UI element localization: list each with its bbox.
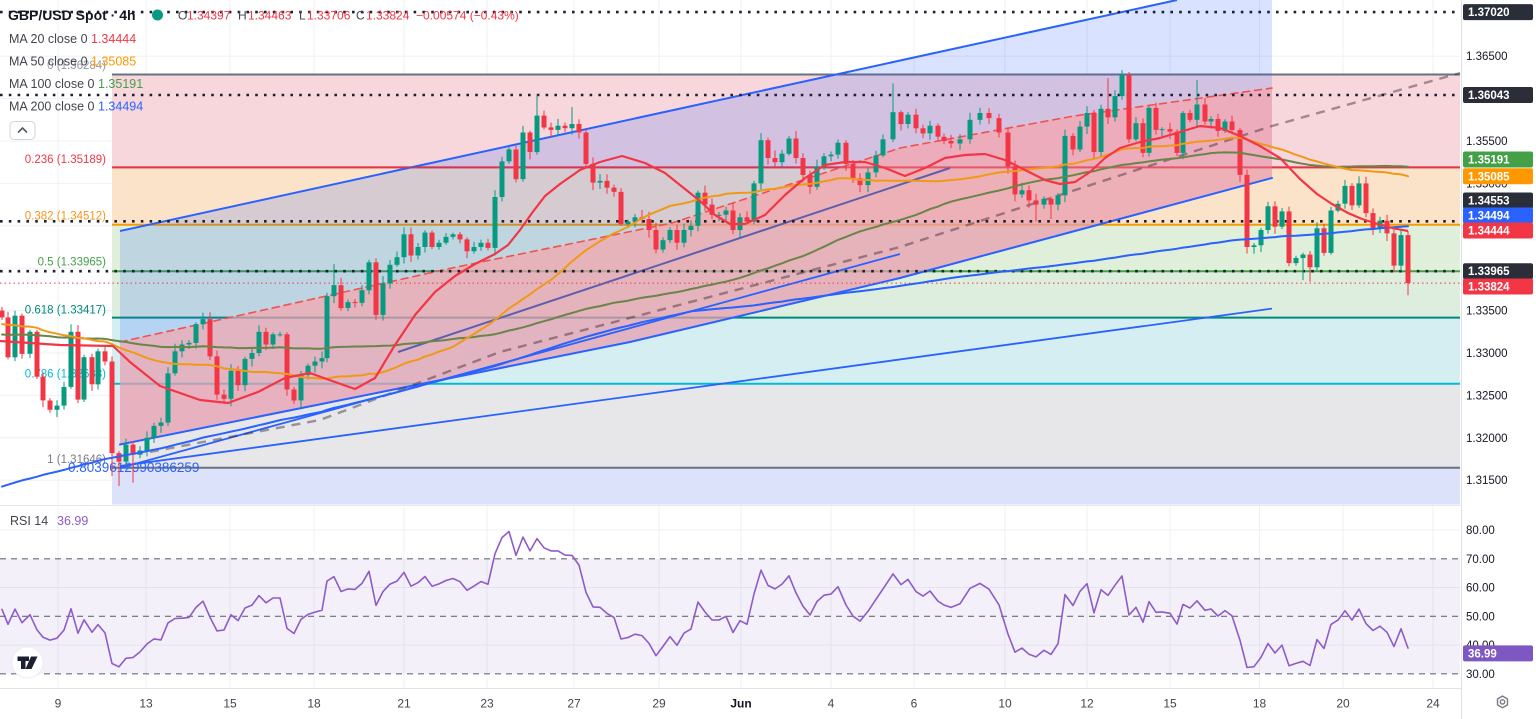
svg-text:MA 20 close 0: MA 20 close 0 (9, 32, 88, 46)
svg-text:15: 15 (223, 697, 237, 711)
svg-text:1.35085: 1.35085 (1468, 171, 1510, 183)
svg-text:29: 29 (652, 697, 666, 711)
svg-text:0.382 (1.34512): 0.382 (1.34512) (25, 210, 106, 222)
svg-text:1.32500: 1.32500 (1466, 390, 1508, 402)
svg-text:24: 24 (1426, 697, 1440, 711)
svg-text:O: O (178, 9, 187, 23)
svg-text:1.34397: 1.34397 (187, 9, 231, 23)
svg-text:50.00: 50.00 (1466, 611, 1495, 623)
svg-text:H: H (238, 9, 247, 23)
svg-text:1.33706: 1.33706 (307, 9, 351, 23)
svg-text:1.37020: 1.37020 (1468, 7, 1510, 19)
svg-text:15: 15 (1163, 697, 1177, 711)
svg-text:1.32000: 1.32000 (1466, 433, 1508, 445)
svg-text:L: L (299, 9, 306, 23)
svg-text:1.33824: 1.33824 (366, 9, 410, 23)
svg-text:12: 12 (1080, 697, 1094, 711)
svg-text:0.618 (1.33417): 0.618 (1.33417) (25, 305, 106, 317)
svg-text:0.5 (1.33965): 0.5 (1.33965) (38, 257, 107, 269)
svg-text:1.35191: 1.35191 (1468, 155, 1510, 167)
svg-text:27: 27 (567, 697, 581, 711)
svg-text:1.35500: 1.35500 (1466, 136, 1508, 148)
svg-text:−0.00574 (−0.43%): −0.00574 (−0.43%) (416, 9, 519, 23)
svg-text:70.00: 70.00 (1466, 554, 1495, 566)
svg-text:4: 4 (828, 697, 835, 711)
svg-text:1.36500: 1.36500 (1466, 51, 1508, 63)
svg-text:20: 20 (1336, 697, 1350, 711)
svg-text:Jun: Jun (730, 697, 751, 711)
svg-text:36.99: 36.99 (1468, 648, 1497, 660)
svg-text:80.00: 80.00 (1466, 525, 1495, 537)
svg-text:1.36043: 1.36043 (1468, 90, 1510, 102)
svg-text:1.34444: 1.34444 (91, 32, 136, 46)
svg-text:18: 18 (1253, 697, 1267, 711)
svg-text:0.236 (1.35189): 0.236 (1.35189) (25, 154, 106, 166)
svg-text:1.35191: 1.35191 (98, 77, 143, 91)
svg-text:6: 6 (911, 697, 918, 711)
svg-text:1.33824: 1.33824 (1468, 282, 1510, 294)
svg-text:60.00: 60.00 (1466, 583, 1495, 595)
svg-text:13: 13 (139, 697, 153, 711)
svg-text:RSI 14: RSI 14 (10, 514, 48, 528)
svg-text:21: 21 (397, 697, 411, 711)
svg-text:C: C (356, 9, 365, 23)
svg-text:0.8039612990386259: 0.8039612990386259 (68, 460, 199, 475)
svg-text:1.35085: 1.35085 (91, 55, 136, 69)
svg-text:1.34463: 1.34463 (248, 9, 292, 23)
svg-text:MA 50 close 0: MA 50 close 0 (9, 55, 88, 69)
svg-text:1.34553: 1.34553 (1468, 196, 1510, 208)
svg-text:1.31500: 1.31500 (1466, 475, 1508, 487)
svg-text:GBP/USD Spot · 4h: GBP/USD Spot · 4h (8, 7, 136, 23)
svg-text:0 (1.36284): 0 (1.36284) (47, 60, 106, 72)
svg-text:MA 200 close 0: MA 200 close 0 (9, 100, 95, 114)
svg-text:1.34494: 1.34494 (98, 100, 143, 114)
svg-text:18: 18 (307, 697, 321, 711)
svg-text:1.33000: 1.33000 (1466, 348, 1508, 360)
svg-text:1.33965: 1.33965 (1468, 266, 1510, 278)
svg-text:1.34494: 1.34494 (1468, 211, 1510, 223)
svg-text:1.34444: 1.34444 (1468, 226, 1510, 238)
svg-text:10: 10 (998, 697, 1012, 711)
svg-text:23: 23 (480, 697, 494, 711)
svg-text:MA 100 close 0: MA 100 close 0 (9, 77, 95, 91)
svg-text:9: 9 (55, 697, 62, 711)
svg-text:1.33500: 1.33500 (1466, 306, 1508, 318)
svg-text:36.99: 36.99 (57, 514, 88, 528)
svg-text:30.00: 30.00 (1466, 669, 1495, 681)
